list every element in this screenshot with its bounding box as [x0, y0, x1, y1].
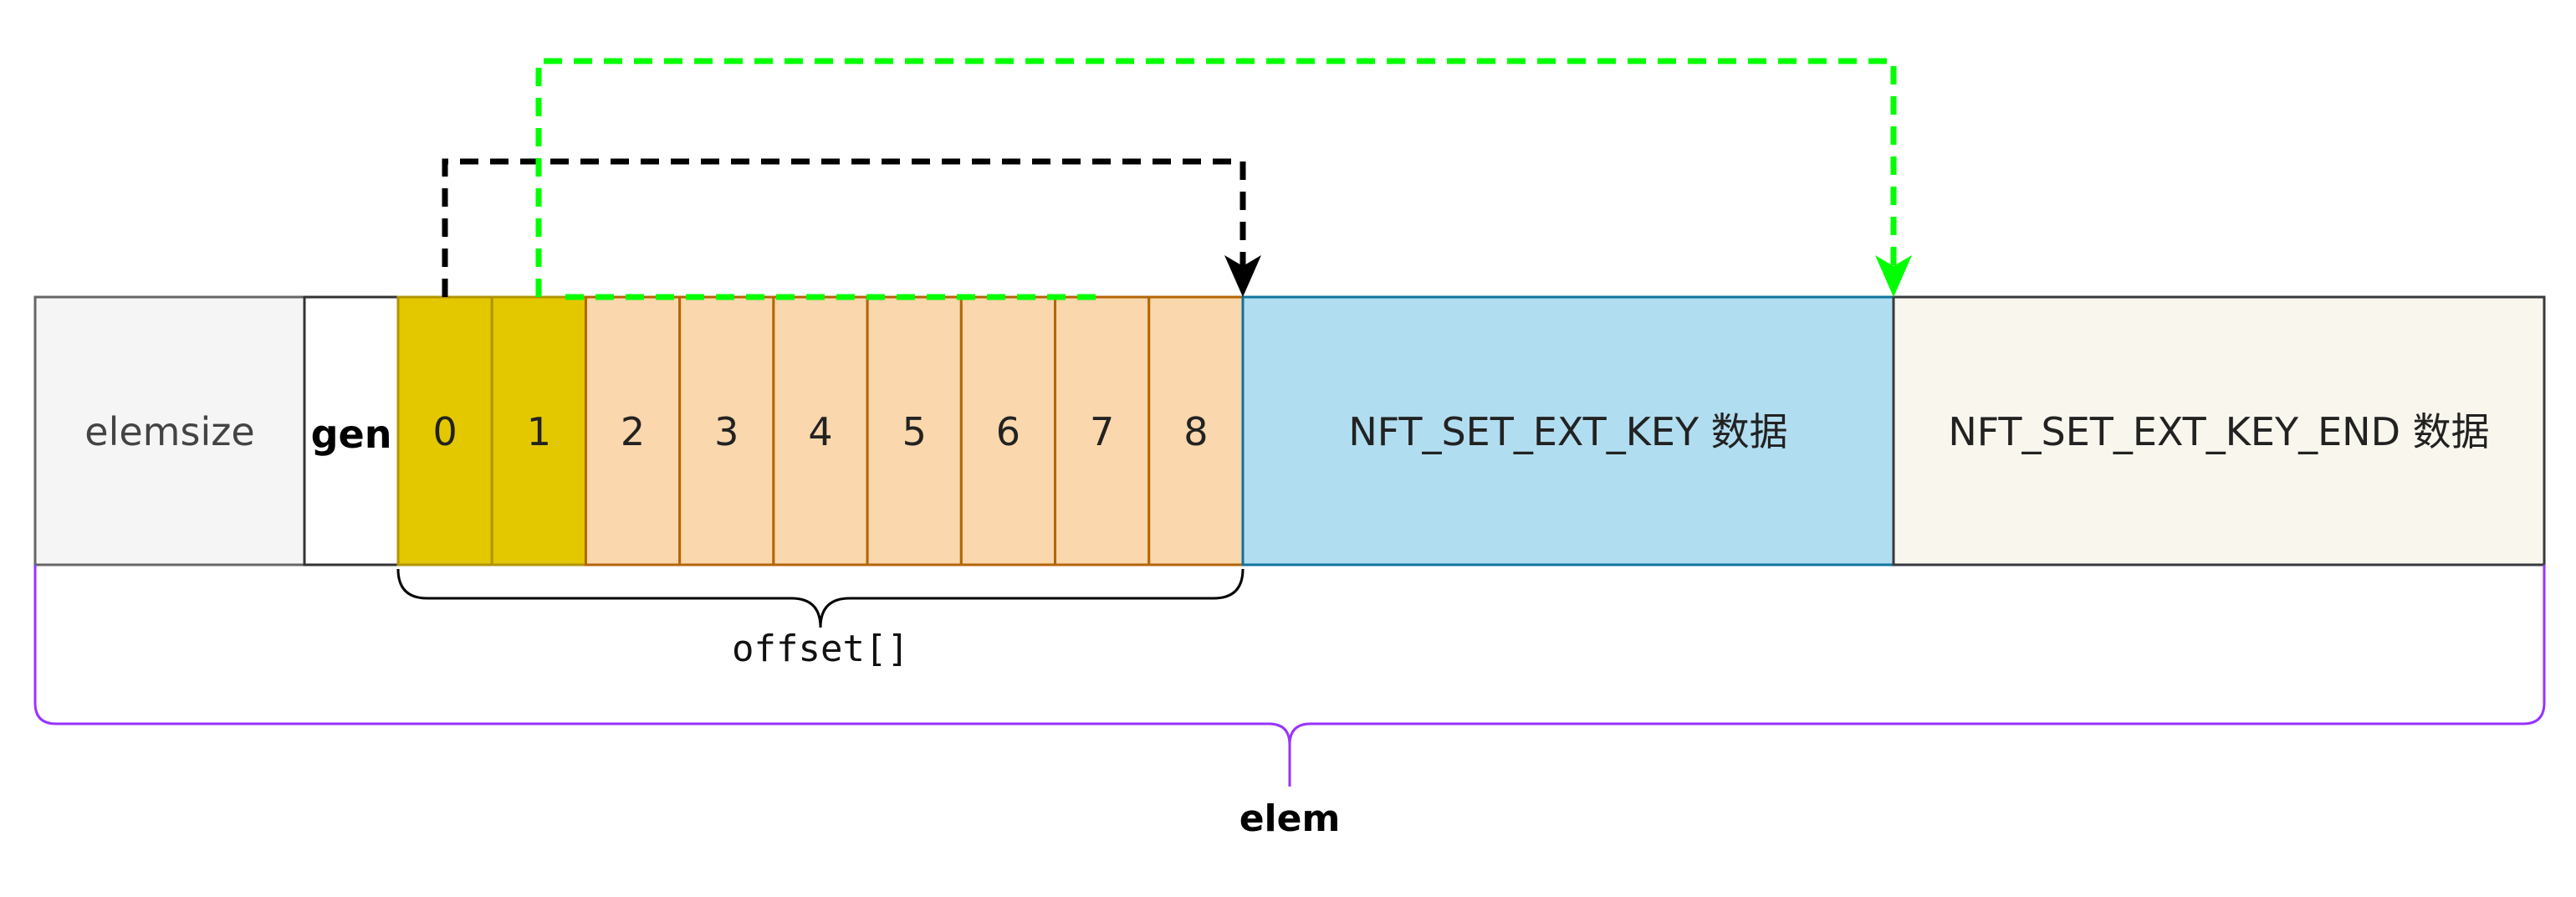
gen-label: gen	[311, 412, 392, 457]
offset-cell-8: 8	[1149, 297, 1243, 565]
offset-0-pointer-arrow	[445, 161, 1261, 297]
offset-cell-index: 7	[1090, 409, 1114, 454]
offset-cell-index: 8	[1183, 409, 1208, 454]
offset-1-pointer-arrow	[539, 61, 1912, 297]
offset-cell-1: 1	[492, 297, 585, 565]
elemsize-cell: elemsize	[35, 297, 304, 565]
offset-brace-label: offset[]	[732, 628, 909, 670]
offset-cell-5: 5	[867, 297, 961, 565]
offset-cell-0: 0	[398, 297, 492, 565]
elem-brace-label: elem	[1239, 797, 1341, 840]
offset-cell-index: 2	[621, 409, 645, 454]
offset-cell-3: 3	[680, 297, 774, 565]
key-end-data-cell: NFT_SET_EXT_KEY_END 数据	[1894, 297, 2544, 565]
offset-cell-index: 5	[902, 409, 927, 454]
offset-cell-index: 6	[996, 409, 1020, 454]
elem-brace: elem	[35, 565, 2544, 840]
offset-cell-index: 1	[527, 409, 551, 454]
offset-cell-index: 4	[808, 409, 832, 454]
offset-array: 0 1 2 3 4 5 6 7 8	[398, 297, 1243, 565]
offset-brace: offset[]	[398, 569, 1243, 670]
elemsize-label: elemsize	[84, 409, 254, 454]
offset-cell-index: 0	[432, 409, 457, 454]
offset-cell-2: 2	[585, 297, 679, 565]
offset-cell-6: 6	[961, 297, 1055, 565]
offset-cell-index: 3	[714, 409, 739, 454]
key-data-label: NFT_SET_EXT_KEY 数据	[1348, 409, 1787, 454]
key-data-cell: NFT_SET_EXT_KEY 数据	[1243, 297, 1894, 565]
offset-cell-4: 4	[774, 297, 867, 565]
gen-cell: gen	[304, 297, 398, 565]
offset-cell-7: 7	[1055, 297, 1149, 565]
key-end-data-label: NFT_SET_EXT_KEY_END 数据	[1948, 409, 2489, 454]
